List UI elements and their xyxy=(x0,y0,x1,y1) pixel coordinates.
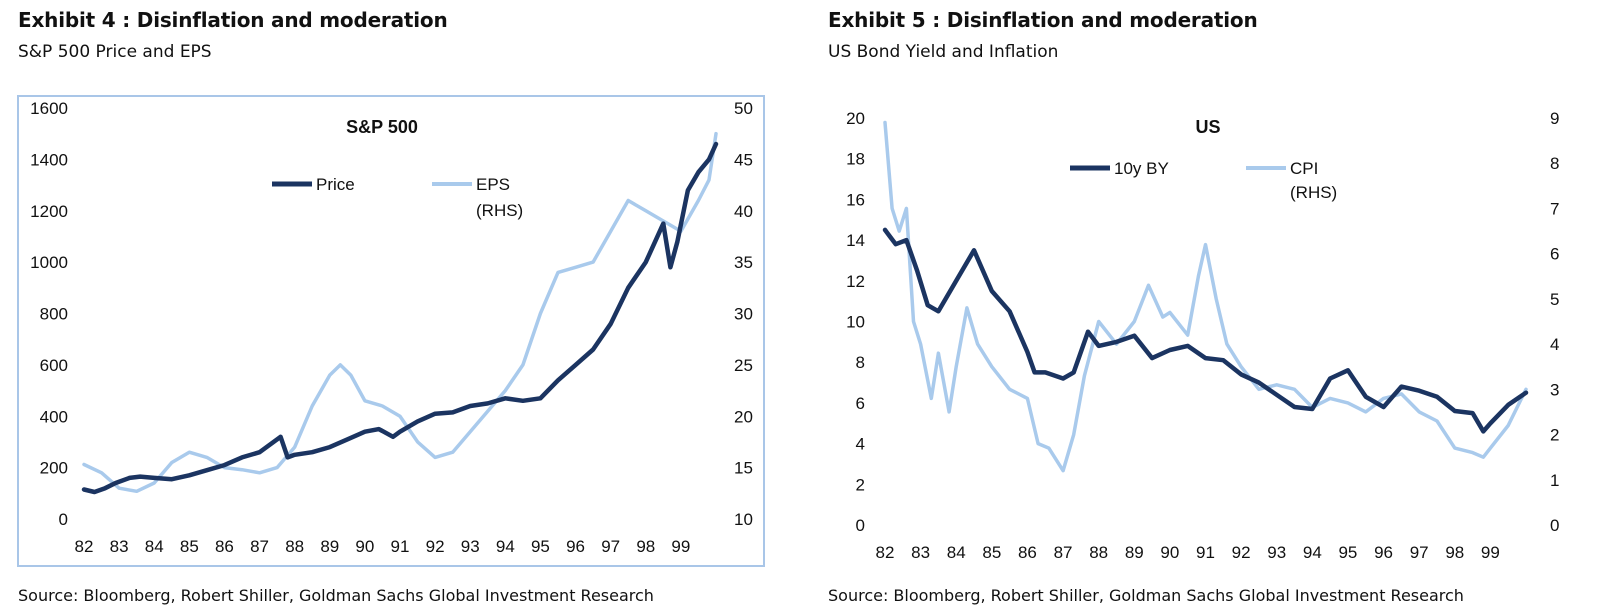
y-left-tick-label: 600 xyxy=(40,356,68,375)
y-left-tick-label: 18 xyxy=(846,150,865,169)
exhibit-4: Exhibit 4 : Disinflation and moderation … xyxy=(0,0,800,616)
y-left-tick-label: 2 xyxy=(856,475,865,494)
y-left-tick-label: 4 xyxy=(856,435,865,454)
y-left-tick-label: 10 xyxy=(846,313,865,332)
y-right-tick-label: 5 xyxy=(1550,290,1559,309)
x-tick-label: 82 xyxy=(75,537,94,556)
x-tick-label: 88 xyxy=(285,537,304,556)
legend-label-rhs: (RHS) xyxy=(1290,183,1337,202)
y-right-tick-label: 9 xyxy=(1550,109,1559,128)
x-tick-label: 92 xyxy=(1232,543,1251,562)
x-tick-label: 89 xyxy=(320,537,339,556)
exhibit-4-source: Source: Bloomberg, Robert Shiller, Goldm… xyxy=(18,586,654,605)
y-right-tick-label: 25 xyxy=(734,356,753,375)
y-right-tick-label: 2 xyxy=(1550,426,1559,445)
x-tick-label: 83 xyxy=(911,543,930,562)
y-left-tick-label: 12 xyxy=(846,272,865,291)
x-tick-label: 99 xyxy=(671,537,690,556)
y-right-tick-label: 35 xyxy=(734,253,753,272)
y-right-tick-label: 10 xyxy=(734,510,753,529)
x-tick-label: 84 xyxy=(145,537,164,556)
y-left-tick-label: 20 xyxy=(846,109,865,128)
x-tick-label: 94 xyxy=(496,537,515,556)
y-left-tick-label: 1600 xyxy=(30,99,68,118)
y-right-tick-label: 0 xyxy=(1550,516,1559,535)
x-tick-label: 93 xyxy=(461,537,480,556)
y-left-tick-label: 0 xyxy=(59,510,68,529)
x-tick-label: 84 xyxy=(947,543,966,562)
x-tick-label: 85 xyxy=(982,543,1001,562)
y-left-tick-label: 0 xyxy=(856,516,865,535)
legend-label-rhs: (RHS) xyxy=(476,201,523,220)
x-tick-label: 99 xyxy=(1481,543,1500,562)
x-tick-label: 98 xyxy=(1445,543,1464,562)
y-left-tick-label: 800 xyxy=(40,305,68,324)
exhibit-5-subtitle: US Bond Yield and Inflation xyxy=(828,42,1059,62)
y-right-tick-label: 45 xyxy=(734,150,753,169)
x-tick-label: 94 xyxy=(1303,543,1322,562)
y-left-tick-label: 200 xyxy=(40,459,68,478)
legend-label: 10y BY xyxy=(1114,159,1169,178)
x-tick-label: 87 xyxy=(250,537,269,556)
x-tick-label: 93 xyxy=(1267,543,1286,562)
series-line-cpi xyxy=(883,120,1528,473)
y-right-tick-label: 40 xyxy=(734,202,753,221)
x-tick-label: 87 xyxy=(1054,543,1073,562)
x-tick-label: 95 xyxy=(1338,543,1357,562)
y-right-tick-label: 15 xyxy=(734,459,753,478)
x-tick-label: 97 xyxy=(1410,543,1429,562)
y-left-tick-label: 1000 xyxy=(30,253,68,272)
y-left-tick-label: 1200 xyxy=(30,202,68,221)
exhibit-5: Exhibit 5 : Disinflation and moderation … xyxy=(808,0,1612,616)
exhibit-4-title: Exhibit 4 : Disinflation and moderation xyxy=(18,8,448,32)
chart-title: S&P 500 xyxy=(346,117,418,137)
y-left-tick-label: 16 xyxy=(846,190,865,209)
chart-frame xyxy=(17,95,765,567)
x-tick-label: 91 xyxy=(391,537,410,556)
y-right-tick-label: 8 xyxy=(1550,154,1559,173)
x-tick-label: 96 xyxy=(1374,543,1393,562)
y-left-tick-label: 400 xyxy=(40,407,68,426)
x-tick-label: 97 xyxy=(601,537,620,556)
x-tick-label: 85 xyxy=(180,537,199,556)
x-tick-label: 90 xyxy=(1160,543,1179,562)
series-line-10y-by xyxy=(882,227,1529,434)
x-tick-label: 89 xyxy=(1125,543,1144,562)
x-tick-label: 82 xyxy=(876,543,895,562)
y-left-tick-label: 1400 xyxy=(30,150,68,169)
exhibit-5-source: Source: Bloomberg, Robert Shiller, Goldm… xyxy=(828,586,1464,605)
x-tick-label: 86 xyxy=(1018,543,1037,562)
legend-label: Price xyxy=(316,175,355,194)
x-tick-label: 96 xyxy=(566,537,585,556)
x-tick-label: 90 xyxy=(355,537,374,556)
x-tick-label: 95 xyxy=(531,537,550,556)
y-right-tick-label: 50 xyxy=(734,99,753,118)
x-tick-label: 92 xyxy=(426,537,445,556)
exhibit-5-title: Exhibit 5 : Disinflation and moderation xyxy=(828,8,1258,32)
y-left-tick-label: 6 xyxy=(856,394,865,413)
y-right-tick-label: 4 xyxy=(1550,335,1559,354)
exhibit-4-subtitle: S&P 500 Price and EPS xyxy=(18,42,212,62)
y-right-tick-label: 6 xyxy=(1550,245,1559,264)
legend-label: EPS xyxy=(476,175,510,194)
legend-label: CPI xyxy=(1290,159,1318,178)
y-right-tick-label: 1 xyxy=(1550,471,1559,490)
x-tick-label: 83 xyxy=(110,537,129,556)
chart-title: US xyxy=(1195,117,1220,137)
series-line-price xyxy=(81,141,719,495)
y-right-tick-label: 7 xyxy=(1550,199,1559,218)
x-tick-label: 91 xyxy=(1196,543,1215,562)
series-line-eps xyxy=(82,131,718,494)
y-left-tick-label: 8 xyxy=(856,353,865,372)
y-right-tick-label: 20 xyxy=(734,407,753,426)
x-tick-label: 86 xyxy=(215,537,234,556)
sp500-chart: S&P 500 0 200 400 600 800 1000 1200 1400 1600 10 15… xyxy=(17,95,765,567)
x-tick-label: 98 xyxy=(636,537,655,556)
x-tick-label: 88 xyxy=(1089,543,1108,562)
y-right-tick-label: 3 xyxy=(1550,380,1559,399)
y-right-tick-label: 30 xyxy=(734,305,753,324)
y-left-tick-label: 14 xyxy=(846,231,865,250)
